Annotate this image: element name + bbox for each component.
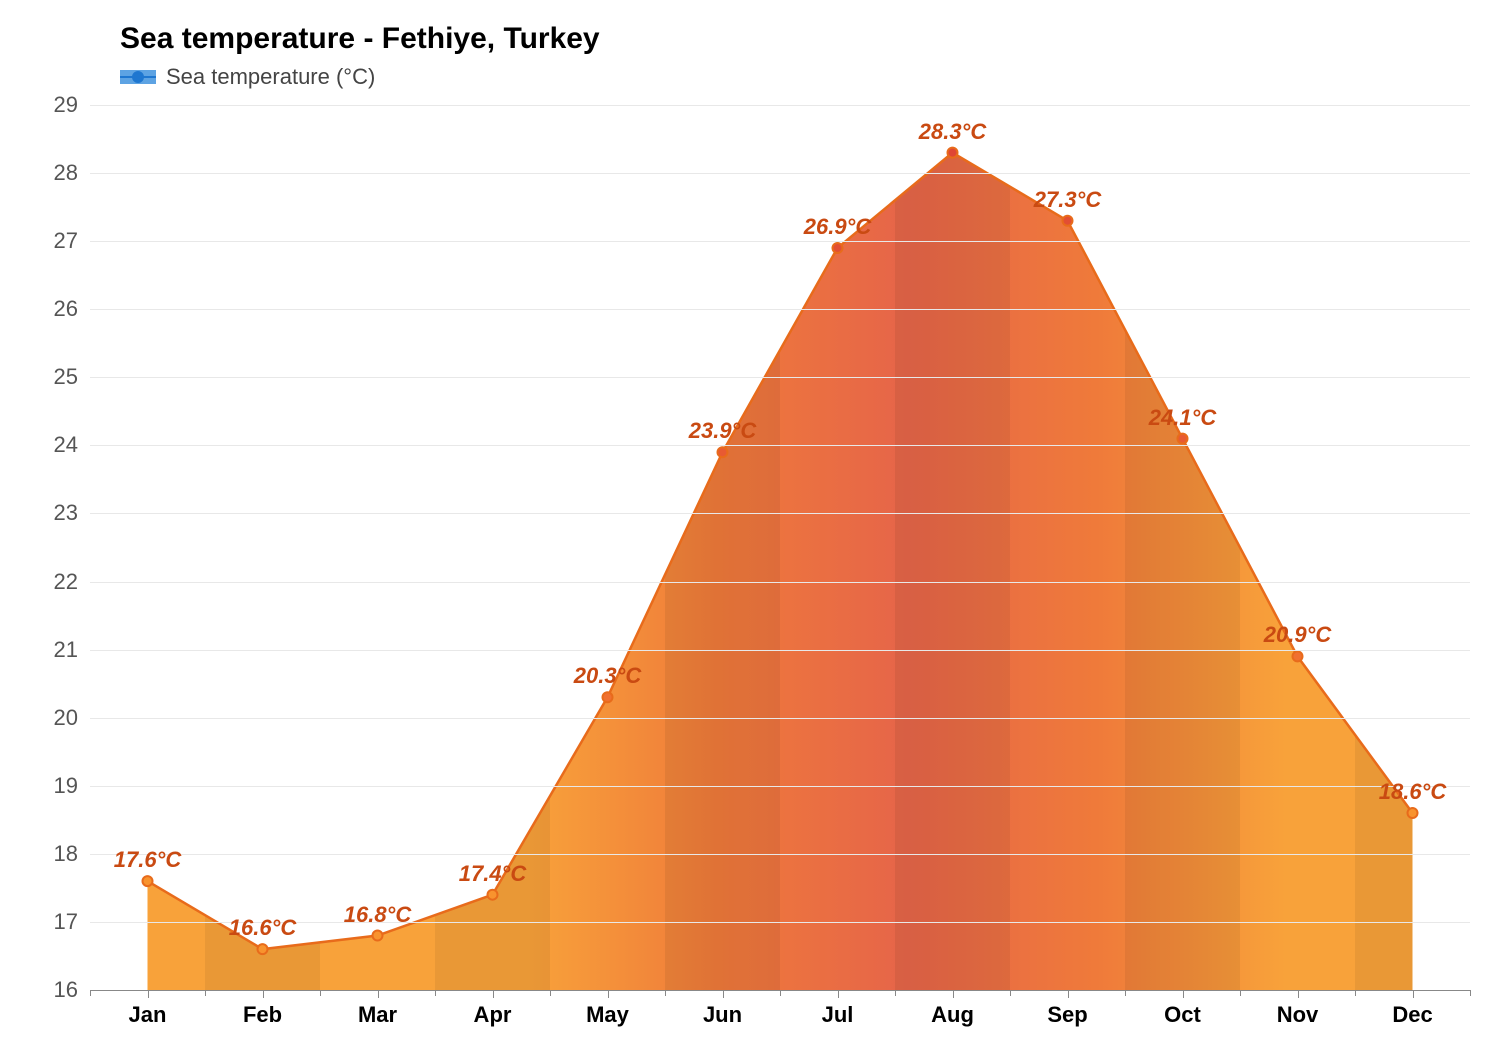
data-label: 17.4°C	[459, 861, 527, 895]
chart-svg	[90, 105, 1470, 990]
shade-band	[1355, 105, 1470, 990]
y-tick-label: 27	[54, 228, 90, 254]
y-tick-label: 17	[54, 909, 90, 935]
x-boundary-tick	[435, 990, 436, 996]
y-tick-label: 20	[54, 705, 90, 731]
plot-area: 1617181920212223242526272829JanFebMarApr…	[90, 105, 1470, 990]
gridline	[90, 513, 1470, 514]
x-tick-label: Mar	[358, 990, 397, 1028]
x-boundary-tick	[90, 990, 91, 996]
y-tick-label: 29	[54, 92, 90, 118]
y-tick-label: 28	[54, 160, 90, 186]
data-label: 16.8°C	[344, 902, 412, 936]
x-tick-label: Aug	[931, 990, 974, 1028]
x-tick-label: Dec	[1392, 990, 1432, 1028]
x-boundary-tick	[320, 990, 321, 996]
x-boundary-tick	[1125, 990, 1126, 996]
shade-band	[205, 105, 320, 990]
y-tick-label: 21	[54, 637, 90, 663]
data-label: 27.3°C	[1034, 187, 1102, 221]
y-tick-label: 26	[54, 296, 90, 322]
gridline	[90, 854, 1470, 855]
data-label: 24.1°C	[1149, 405, 1217, 439]
shade-band	[435, 105, 550, 990]
shade-band	[665, 105, 780, 990]
x-tick-label: Oct	[1164, 990, 1201, 1028]
x-boundary-tick	[1470, 990, 1471, 996]
y-tick-label: 25	[54, 364, 90, 390]
x-boundary-tick	[205, 990, 206, 996]
gridline	[90, 173, 1470, 174]
data-label: 16.6°C	[229, 915, 297, 949]
y-tick-label: 18	[54, 841, 90, 867]
chart-container: Sea temperature - Fethiye, Turkey Sea te…	[0, 0, 1500, 1050]
gridline	[90, 445, 1470, 446]
y-tick-label: 23	[54, 500, 90, 526]
x-boundary-tick	[895, 990, 896, 996]
legend: Sea temperature (°C)	[120, 64, 375, 90]
y-tick-label: 24	[54, 432, 90, 458]
x-tick-label: Jan	[129, 990, 167, 1028]
chart-title: Sea temperature - Fethiye, Turkey	[120, 22, 600, 56]
gridline	[90, 309, 1470, 310]
x-tick-label: Nov	[1277, 990, 1319, 1028]
x-boundary-tick	[1010, 990, 1011, 996]
gridline	[90, 922, 1470, 923]
x-tick-label: Jul	[822, 990, 854, 1028]
data-label: 20.9°C	[1264, 622, 1332, 656]
shade-band	[1125, 105, 1240, 990]
y-tick-label: 22	[54, 569, 90, 595]
x-tick-label: Feb	[243, 990, 282, 1028]
x-boundary-tick	[665, 990, 666, 996]
legend-swatch	[120, 68, 156, 86]
data-label: 28.3°C	[919, 119, 987, 153]
x-tick-label: Sep	[1047, 990, 1087, 1028]
data-label: 23.9°C	[689, 418, 757, 452]
x-boundary-tick	[1355, 990, 1356, 996]
data-label: 26.9°C	[804, 214, 872, 248]
legend-label: Sea temperature (°C)	[166, 64, 375, 90]
gridline	[90, 786, 1470, 787]
data-label: 17.6°C	[114, 847, 182, 881]
x-boundary-tick	[1240, 990, 1241, 996]
x-boundary-tick	[780, 990, 781, 996]
legend-dot	[132, 71, 144, 83]
data-label: 20.3°C	[574, 663, 642, 697]
gridline	[90, 582, 1470, 583]
gridline	[90, 377, 1470, 378]
data-label: 18.6°C	[1379, 779, 1447, 813]
x-tick-label: Jun	[703, 990, 742, 1028]
gridline	[90, 105, 1470, 106]
x-boundary-tick	[550, 990, 551, 996]
gridline	[90, 718, 1470, 719]
gridline	[90, 241, 1470, 242]
shade-band	[895, 105, 1010, 990]
x-tick-label: May	[586, 990, 629, 1028]
x-tick-label: Apr	[474, 990, 512, 1028]
y-tick-label: 19	[54, 773, 90, 799]
y-tick-label: 16	[54, 977, 90, 1003]
